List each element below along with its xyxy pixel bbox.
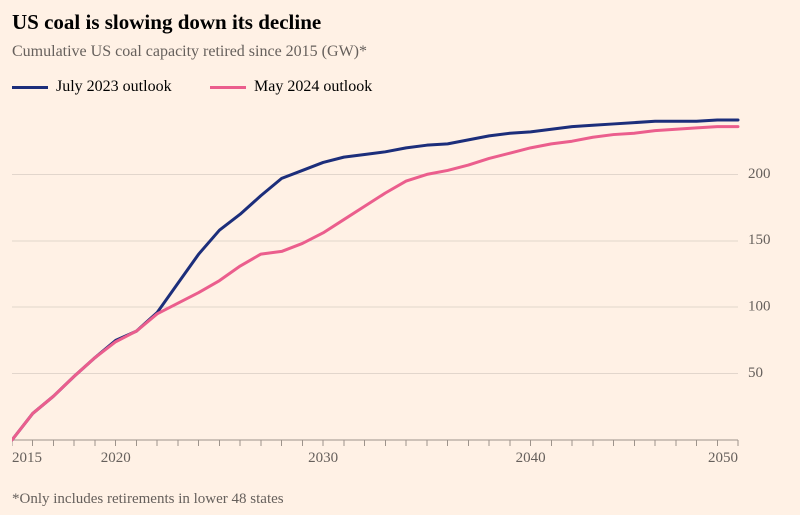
y-tick-label: 50 — [748, 365, 763, 381]
x-tick-label: 2050 — [708, 450, 738, 466]
x-axis-labels: 2015 2020 2030 2040 2050 — [12, 450, 738, 466]
chart-root: US coal is slowing down its decline Cumu… — [0, 0, 800, 515]
chart-svg: 50 100 150 200 2015 2020 2030 2040 2050 — [12, 108, 788, 468]
x-minor-ticks — [12, 440, 738, 446]
chart-title: US coal is slowing down its decline — [12, 10, 321, 35]
chart-series — [12, 120, 738, 440]
series-line — [12, 127, 738, 440]
legend-swatch — [210, 86, 246, 89]
y-tick-label: 200 — [748, 166, 771, 182]
chart-plot-area: 50 100 150 200 2015 2020 2030 2040 2050 — [12, 108, 788, 468]
chart-subtitle: Cumulative US coal capacity retired sinc… — [12, 42, 367, 61]
legend-label: July 2023 outlook — [56, 78, 172, 96]
legend-label: May 2024 outlook — [254, 78, 372, 96]
y-tick-label: 100 — [748, 299, 771, 315]
y-tick-label: 150 — [748, 232, 771, 248]
x-tick-label: 2020 — [101, 450, 131, 466]
y-axis-labels: 50 100 150 200 — [748, 166, 771, 381]
legend-item-may-2024: May 2024 outlook — [210, 78, 372, 96]
series-line — [12, 120, 738, 440]
x-tick-label: 2015 — [12, 450, 42, 466]
y-gridlines — [12, 174, 738, 373]
x-tick-label: 2030 — [308, 450, 338, 466]
legend-swatch — [12, 86, 48, 89]
x-tick-label: 2040 — [516, 450, 546, 466]
chart-footnote: *Only includes retirements in lower 48 s… — [12, 490, 284, 508]
legend-item-july-2023: July 2023 outlook — [12, 78, 172, 96]
